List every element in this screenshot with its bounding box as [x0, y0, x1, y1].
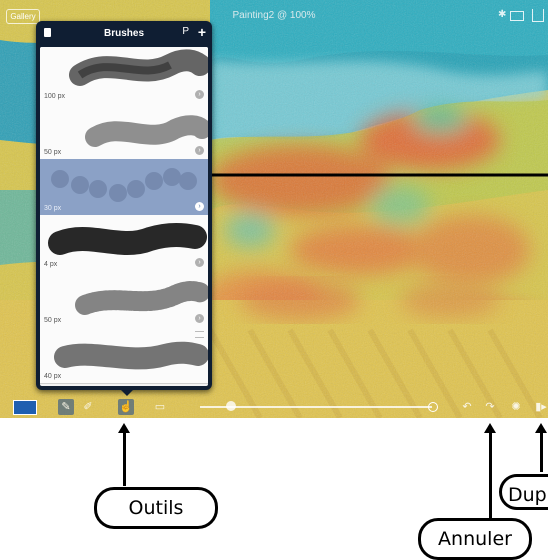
redo-icon[interactable]: ↷ [485, 401, 495, 413]
outils-callout: Outils [94, 487, 218, 529]
brush-icon[interactable]: ✐ [83, 401, 93, 413]
slider-knob[interactable] [226, 401, 236, 411]
brush-item[interactable]: 40 px [40, 327, 208, 384]
brush-item[interactable]: 50 px › [40, 271, 208, 328]
popover-arrow [119, 388, 135, 396]
dup-callout: Dup [499, 474, 548, 510]
brush-item[interactable]: 4 px › [40, 215, 208, 272]
add-brush-button[interactable]: + [197, 24, 206, 40]
brush-preview [69, 49, 208, 86]
share-icon[interactable] [532, 9, 544, 22]
trash-icon[interactable] [44, 28, 51, 37]
brush-list: 100 px › 50 px › 30 px › [40, 47, 208, 386]
annuler-pointer-line [489, 430, 492, 518]
opacity-indicator-icon [428, 402, 438, 412]
battery-icon [510, 11, 524, 21]
outils-pointer-line [123, 430, 126, 486]
brush-size-label: 50 px [44, 149, 62, 156]
bluetooth-icon: ✱ [498, 9, 507, 20]
annuler-callout: Annuler [418, 518, 532, 560]
brush-preview [51, 168, 197, 202]
outils-arrowhead [118, 423, 130, 433]
brush-detail-icon[interactable]: › [195, 258, 204, 267]
brush-preview [75, 281, 208, 315]
gallery-button[interactable]: Gallery [6, 9, 40, 24]
brush-preview [54, 341, 208, 370]
brush-size-label: 4 px [44, 261, 58, 268]
brushes-header: Brushes P + [36, 21, 212, 47]
brush-preview [48, 223, 207, 255]
import-brush-button[interactable]: P [182, 26, 189, 37]
brush-size-label: 100 px [44, 93, 66, 100]
duplicate-icon[interactable]: ▮▸ [535, 401, 547, 413]
annuler-arrowhead [484, 423, 496, 433]
status-bar: Gallery Painting2 @ 100% ✱ [0, 0, 548, 30]
settings-icon[interactable]: ✺ [511, 401, 521, 413]
brush-item-selected[interactable]: 30 px › [40, 159, 208, 216]
brush-detail-icon[interactable]: › [195, 202, 204, 211]
brush-size-label: 50 px [44, 317, 62, 324]
smudge-icon[interactable]: ☝ [118, 399, 134, 415]
brush-size-label: 30 px [44, 205, 62, 212]
color-picker-button[interactable] [13, 400, 37, 415]
brush-item[interactable]: 50 px › [40, 103, 208, 160]
brush-detail-icon[interactable]: › [195, 90, 204, 99]
brush-detail-icon[interactable]: › [195, 146, 204, 155]
pencil-icon[interactable]: ✎ [58, 399, 74, 415]
dup-arrowhead [535, 423, 547, 433]
brushes-popover: Brushes P + 100 px › 50 px › [36, 21, 212, 390]
brush-size-label: 40 px [44, 373, 62, 380]
eraser-icon[interactable]: ▭ [154, 401, 166, 413]
dup-pointer-line [540, 430, 543, 472]
bottom-toolbar: ✎ ✐ ☝ ▭ ↶ ↷ ✺ ▮▸ [0, 397, 548, 418]
brushes-title: Brushes [103, 28, 144, 39]
reorder-grip-icon[interactable] [195, 331, 204, 338]
undo-icon[interactable]: ↶ [462, 401, 472, 413]
brush-preview [85, 115, 208, 147]
brush-size-slider[interactable] [200, 406, 432, 408]
brush-detail-icon[interactable]: › [195, 314, 204, 323]
document-title: Painting2 @ 100% [232, 10, 316, 21]
brush-item[interactable]: 100 px › [40, 47, 208, 104]
